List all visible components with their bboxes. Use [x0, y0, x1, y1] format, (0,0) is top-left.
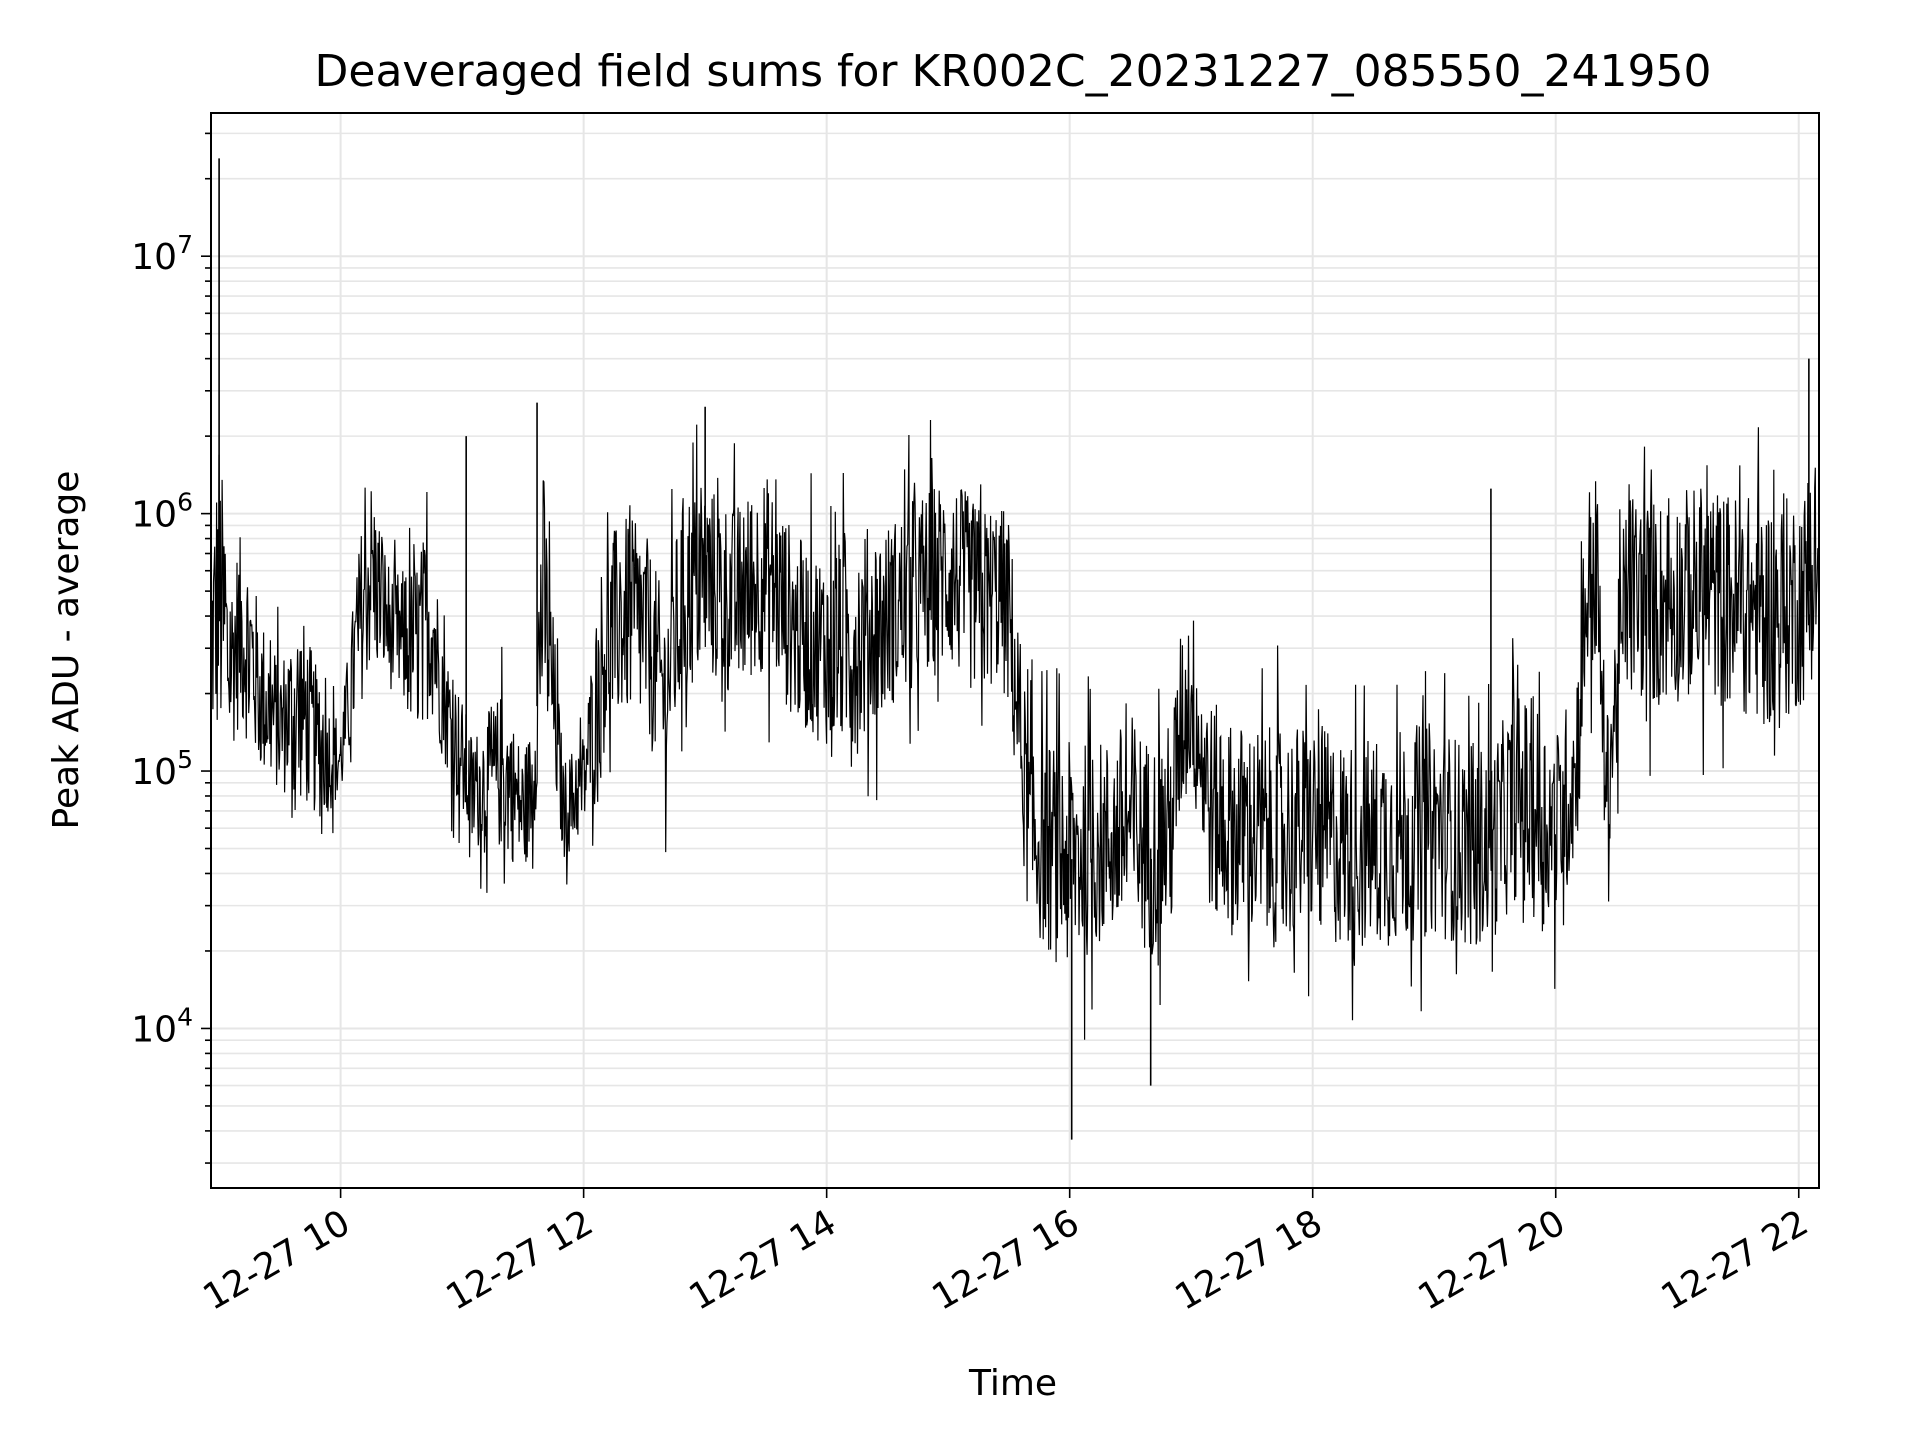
series-line — [211, 419, 1819, 1040]
y-tick-label: 105 — [131, 745, 193, 793]
x-tick-label: 12-27 22 — [1655, 1202, 1816, 1318]
x-tick-label: 12-27 14 — [682, 1202, 843, 1318]
x-tick-label: 12-27 10 — [196, 1202, 357, 1318]
y-axis: 104 105 106 107 — [131, 132, 211, 1164]
plot-area — [211, 158, 1819, 1140]
y-axis-label: Peak ADU - average — [46, 471, 87, 830]
x-tick-label: 12-27 18 — [1169, 1202, 1330, 1318]
x-tick-label: 12-27 12 — [439, 1202, 600, 1318]
chart-title: Deaveraged field sums for KR002C_2023122… — [315, 46, 1712, 97]
x-axis: 12-27 10 12-27 12 12-27 14 12-27 16 12-27 18… — [196, 1188, 1815, 1319]
x-axis-label: Time — [968, 1363, 1057, 1404]
x-tick-label: 12-27 20 — [1412, 1202, 1573, 1318]
y-tick-label: 107 — [131, 230, 193, 278]
y-tick-label: 104 — [131, 1002, 193, 1050]
x-tick-label: 12-27 16 — [926, 1202, 1087, 1318]
plot-frame — [210, 112, 1820, 1189]
y-tick-label: 106 — [131, 488, 193, 536]
